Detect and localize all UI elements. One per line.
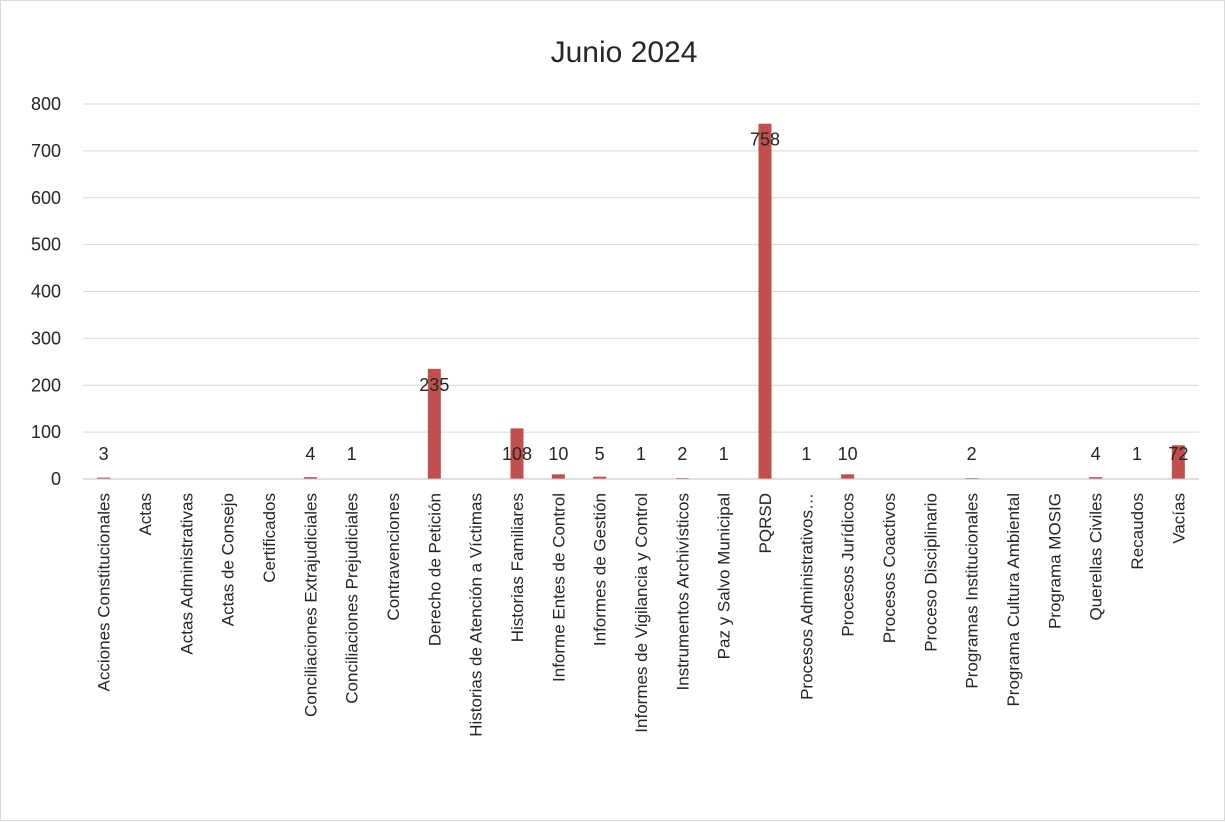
- y-tick-label: 300: [31, 328, 61, 348]
- x-tick-label: Procesos Administrativos…: [797, 493, 816, 700]
- bar: [303, 477, 317, 479]
- data-label: 4: [1091, 444, 1101, 464]
- chart-title: Junio 2024: [551, 36, 698, 69]
- x-tick-label: Historias Familiares: [508, 493, 527, 642]
- data-label: 1: [347, 444, 357, 464]
- x-tick-label: Programas Institucionales: [963, 493, 982, 689]
- x-tick-label: Querellas Civiles: [1087, 493, 1106, 621]
- x-tick-label: Conciliaciones Prejudiciales: [343, 493, 362, 704]
- y-tick-label: 800: [31, 94, 61, 114]
- y-axis-tick-labels: 0 100 200 300 400 500 600 700 800: [31, 94, 61, 489]
- data-label: 1: [1132, 444, 1142, 464]
- x-tick-label: Paz y Salvo Municipal: [715, 493, 734, 659]
- x-tick-label: Acciones Constitucionales: [95, 493, 114, 691]
- data-label: 1: [636, 444, 646, 464]
- x-tick-label: Recaudos: [1128, 493, 1147, 570]
- x-tick-label: Derecho de Petición: [425, 493, 444, 646]
- bar: [1089, 477, 1103, 479]
- y-tick-label: 100: [31, 422, 61, 442]
- y-tick-label: 700: [31, 141, 61, 161]
- x-axis-category-labels: Acciones Constitucionales Actas Actas Admi…: [95, 493, 1189, 737]
- x-tick-label: Programa Cultura Ambiental: [1004, 493, 1023, 707]
- y-tick-label: 0: [51, 469, 61, 489]
- y-tick-label: 200: [31, 375, 61, 395]
- x-tick-label: Informes de Gestión: [591, 493, 610, 646]
- bar: [510, 428, 524, 479]
- data-label: 3: [99, 444, 109, 464]
- data-labels: 3 4 1 235 108 10 5 1 2 1 758 1 10 2 4 1 72: [99, 130, 1189, 464]
- x-tick-label: Proceso Disciplinario: [921, 493, 940, 652]
- x-tick-label: Procesos Jurídicos: [839, 493, 858, 637]
- x-tick-label: PQRSD: [756, 493, 775, 553]
- data-label: 10: [548, 444, 568, 464]
- bar: [97, 477, 111, 479]
- x-tick-label: Contravenciones: [384, 493, 403, 621]
- data-label: 5: [595, 444, 605, 464]
- x-tick-label: Programa MOSIG: [1045, 493, 1064, 629]
- data-label: 10: [838, 444, 858, 464]
- x-tick-label: Historias de Atención a Víctimas: [467, 493, 486, 737]
- bar: [841, 474, 855, 479]
- x-tick-label: Certificados: [260, 493, 279, 583]
- y-tick-label: 600: [31, 188, 61, 208]
- bar: [427, 368, 441, 479]
- data-label: 1: [719, 444, 729, 464]
- data-label: 72: [1168, 444, 1188, 464]
- x-tick-label: Vacías: [1169, 493, 1188, 544]
- data-label: 4: [305, 444, 315, 464]
- bar: [1171, 445, 1185, 479]
- bar: [593, 476, 607, 479]
- data-label: 2: [967, 444, 977, 464]
- x-tick-label: Actas de Consejo: [219, 493, 238, 626]
- y-tick-label: 400: [31, 282, 61, 302]
- bars: [97, 123, 1185, 480]
- data-label: 1: [801, 444, 811, 464]
- x-tick-label: Actas Administrativas: [177, 493, 196, 655]
- data-label: 758: [750, 130, 780, 150]
- x-tick-label: Actas: [136, 493, 155, 536]
- x-tick-label: Informes de Vigilancia y Control: [632, 493, 651, 733]
- x-tick-label: Conciliaciones Extrajudiciales: [301, 493, 320, 717]
- y-tick-label: 500: [31, 235, 61, 255]
- data-label: 108: [502, 444, 532, 464]
- bar: [758, 123, 772, 479]
- gridlines: [83, 103, 1199, 433]
- x-tick-label: Instrumentos Archivísticos: [673, 493, 692, 690]
- x-tick-label: Procesos Coactivos: [880, 493, 899, 643]
- data-label: 2: [677, 444, 687, 464]
- bar: [551, 474, 565, 479]
- data-label: 235: [419, 375, 449, 395]
- x-tick-label: Informe Entes de Control: [549, 493, 568, 682]
